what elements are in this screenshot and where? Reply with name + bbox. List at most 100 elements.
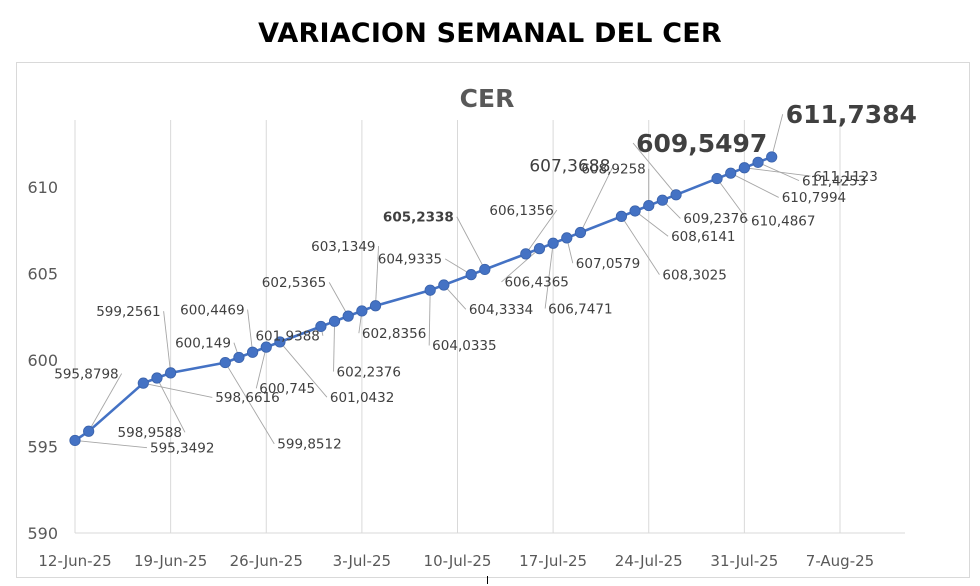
data-point bbox=[246, 346, 259, 358]
data-label: 599,8512 bbox=[277, 437, 341, 453]
label-leader bbox=[143, 382, 213, 398]
label-leader bbox=[634, 210, 669, 237]
data-label: 601,9388 bbox=[255, 328, 319, 344]
x-tick-label: 10-Jul-25 bbox=[424, 552, 492, 570]
data-point bbox=[356, 305, 368, 317]
data-label: 606,4365 bbox=[504, 275, 568, 291]
label-leader bbox=[716, 178, 749, 222]
grid-layer bbox=[74, 120, 841, 533]
data-label: 604,9335 bbox=[378, 252, 442, 268]
data-label: 604,0335 bbox=[432, 338, 496, 354]
label-leader bbox=[88, 373, 123, 432]
data-label: 605,2338 bbox=[383, 209, 454, 225]
x-tick-label: 7-Aug-25 bbox=[806, 552, 874, 570]
data-label: 607,3688 bbox=[529, 157, 610, 177]
label-leader bbox=[156, 377, 186, 433]
data-label: 599,2561 bbox=[96, 304, 160, 320]
data-label: 610,7994 bbox=[782, 190, 846, 206]
data-label: 598,9588 bbox=[118, 425, 182, 441]
data-point bbox=[260, 341, 272, 353]
data-label: 604,3334 bbox=[469, 302, 533, 318]
label-leader bbox=[375, 246, 379, 306]
chart-frame bbox=[16, 62, 970, 578]
x-tick-label: 12-Jun-25 bbox=[38, 552, 111, 570]
data-point bbox=[219, 356, 231, 369]
data-point bbox=[629, 205, 641, 217]
data-label: 606,7471 bbox=[548, 301, 612, 317]
data-point bbox=[766, 151, 778, 163]
label-leader bbox=[544, 243, 554, 309]
data-point bbox=[83, 425, 95, 437]
label-leader bbox=[621, 216, 660, 275]
data-point bbox=[738, 162, 750, 174]
label-leader bbox=[456, 216, 486, 270]
x-tick-label: 24-Jul-25 bbox=[615, 552, 683, 570]
line-layer bbox=[74, 155, 773, 442]
data-label: 608,6141 bbox=[671, 229, 735, 245]
y-tick-label: 600 bbox=[27, 351, 58, 370]
data-point bbox=[151, 372, 163, 384]
y-tick-label: 605 bbox=[27, 265, 58, 284]
chart-title: CER bbox=[460, 84, 515, 113]
data-point bbox=[479, 263, 491, 276]
data-label: 600,149 bbox=[175, 335, 231, 351]
data-point bbox=[69, 434, 81, 447]
data-point bbox=[165, 367, 177, 379]
data-label: 611,7384 bbox=[786, 100, 917, 129]
page-title: VARIACION SEMANAL DEL CER bbox=[258, 18, 722, 49]
y-tick-label: 610 bbox=[27, 178, 58, 197]
label-leader bbox=[74, 440, 148, 449]
data-label: 606,1356 bbox=[489, 203, 553, 219]
label-leader bbox=[279, 341, 328, 398]
data-point bbox=[533, 243, 546, 255]
data-point bbox=[438, 279, 450, 291]
x-tick-label: 31-Jul-25 bbox=[710, 552, 778, 570]
label-leader bbox=[501, 248, 540, 283]
data-point bbox=[520, 248, 532, 260]
series-line bbox=[74, 155, 773, 442]
data-point bbox=[574, 226, 587, 239]
label-leader bbox=[730, 172, 779, 198]
label-leader bbox=[247, 309, 254, 353]
x-tick-label: 19-Jun-25 bbox=[134, 552, 207, 570]
data-label: 602,8356 bbox=[362, 326, 426, 342]
data-point bbox=[547, 237, 559, 249]
label-leader bbox=[757, 161, 800, 182]
data-label: 601,0432 bbox=[330, 390, 394, 406]
x-tick-label: 3-Jul-25 bbox=[333, 552, 391, 570]
data-label: 608,3025 bbox=[662, 267, 726, 283]
data-label: 609,2376 bbox=[683, 211, 747, 227]
label-leader bbox=[224, 362, 275, 445]
label-leader bbox=[255, 347, 267, 389]
data-label: 602,5365 bbox=[262, 275, 326, 291]
label-leader bbox=[771, 114, 784, 158]
data-label: 595,3492 bbox=[150, 440, 214, 456]
data-point bbox=[274, 336, 286, 348]
data-point bbox=[369, 300, 382, 312]
axis-layer: 12-Jun-25 19-Jun-25 26-Jun-25 3-Jul-25 10-Ju… bbox=[27, 178, 905, 570]
data-label: 598,6616 bbox=[215, 390, 279, 406]
data-point bbox=[465, 269, 477, 281]
data-point bbox=[561, 232, 573, 244]
label-leader bbox=[632, 142, 677, 196]
data-point bbox=[656, 194, 669, 206]
label-leader bbox=[525, 209, 558, 255]
label-leader bbox=[580, 165, 614, 233]
data-label: 611,1123 bbox=[813, 169, 877, 185]
data-label: 602,2376 bbox=[337, 364, 401, 380]
label-leader bbox=[744, 167, 811, 177]
data-label: 600,4469 bbox=[180, 302, 244, 318]
data-label: 608,9258 bbox=[581, 162, 645, 178]
data-point bbox=[342, 310, 354, 322]
data-point bbox=[643, 199, 655, 212]
label-layer: 595,3492 595,8798 598,6616 598,9588 599,2561… bbox=[54, 100, 917, 457]
label-leader bbox=[163, 311, 172, 373]
data-point bbox=[137, 377, 149, 389]
label-leader bbox=[428, 290, 431, 346]
data-label: 595,8798 bbox=[54, 366, 118, 382]
label-leader bbox=[328, 282, 349, 317]
data-point bbox=[670, 189, 682, 201]
data-label: 611,4253 bbox=[802, 173, 866, 189]
data-point bbox=[233, 351, 245, 364]
